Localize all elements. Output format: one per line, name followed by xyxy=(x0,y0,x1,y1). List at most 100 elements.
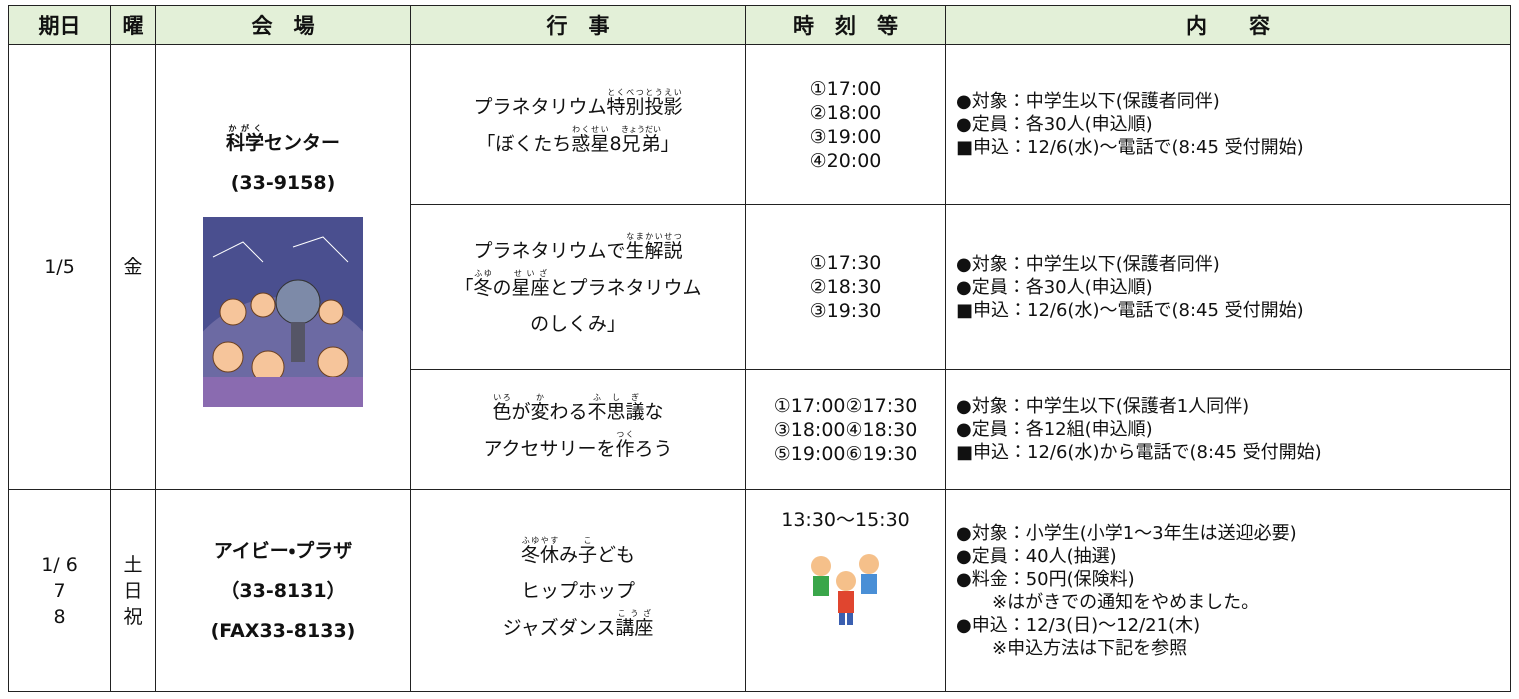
header-row: 期日曜会 場行 事時 刻 等内 容 xyxy=(8,5,1511,45)
text-line: アクセサリーを作つくろう xyxy=(411,430,745,467)
text: 「 xyxy=(454,277,474,299)
text-line: 13:30～15:30 xyxy=(781,509,910,531)
details-cell: ●対象：中学生以下(保護者同伴) ●定員：各30人(申込順) ■申込：12/6(水)… xyxy=(945,204,1511,370)
text-line: プラネタリウムで生なま解説かいせつ xyxy=(411,232,745,269)
ruby-base: 星座 xyxy=(511,277,550,299)
furigana: かがく xyxy=(225,123,264,133)
audience xyxy=(212,292,349,383)
table-row: プラネタリウムで生なま解説かいせつ 「冬ふゆの星座せいざとプラネタリウム のしくみ」… xyxy=(9,204,1511,370)
furigana: こ xyxy=(578,535,597,545)
text: ども xyxy=(597,543,636,566)
header-cell: 行 事 xyxy=(410,5,746,45)
text-line: ①17:00 xyxy=(809,77,882,100)
ruby-text: 生なま xyxy=(625,232,645,262)
header-cell: 内 容 xyxy=(945,5,1511,45)
event-cell: プラネタリウムで生なま解説かいせつ 「冬ふゆの星座せいざとプラネタリウム のしくみ」 xyxy=(410,204,746,370)
furigana: とうえい xyxy=(644,87,683,97)
furigana: ふゆ xyxy=(473,269,493,278)
ruby-base: 変 xyxy=(530,400,550,423)
text-line: 「ぼくたち惑星わくせい8兄弟きょうだい」 xyxy=(411,125,745,162)
constellation xyxy=(212,235,349,262)
date-cell: 1/ 6 7 8 xyxy=(8,489,111,692)
text-line: 「冬ふゆの星座せいざとプラネタリウム xyxy=(411,269,745,306)
ruby-text: 星座せいざ xyxy=(511,269,550,299)
text-line: ■申込：12/6(水)から電話で(8:45 受付開始) xyxy=(956,442,1322,463)
ruby-base: 解説 xyxy=(644,240,683,262)
furigana: わくせい xyxy=(571,124,610,134)
ruby-base: 冬 xyxy=(473,277,493,299)
ruby-base: 不思議 xyxy=(587,400,645,423)
text: ジャズダンス xyxy=(502,616,616,639)
text-line: 1/5 xyxy=(44,256,75,278)
ruby-base: 科学 xyxy=(225,131,264,154)
text-line: (33-9158) xyxy=(156,163,410,203)
date-cell: 1/5 xyxy=(8,44,111,490)
text: センター xyxy=(264,131,341,154)
kids xyxy=(810,554,879,625)
ruby-text: 不思議ふしぎ xyxy=(587,393,645,423)
furigana: ふしぎ xyxy=(587,392,645,402)
details-cell: ●対象：小学生(小学1～3年生は送迎必要) ●定員：40人(抽選) ●料金：50円(… xyxy=(945,489,1511,692)
ruby-base: 投影 xyxy=(644,95,683,118)
text-line: ■申込：12/6(水)～電話で(8:45 受付開始) xyxy=(956,299,1304,321)
text-line: 1/ 6 xyxy=(41,553,78,576)
ruby-text: 解説かいせつ xyxy=(644,232,683,262)
text-line: ③19:30 xyxy=(809,300,882,322)
furigana: とくべつ xyxy=(606,87,645,97)
text: アイビー・プラザ xyxy=(213,539,353,562)
text-line: ①17:30 xyxy=(809,252,882,274)
text-line: ヒップホップ xyxy=(411,573,745,609)
text: ろう xyxy=(634,437,673,460)
venue-cell: 科学かがくセンター (33-9158) xyxy=(155,44,411,517)
ruby-base: 作 xyxy=(615,437,635,460)
text-line: ②18:00 xyxy=(809,101,882,124)
text-line: 祝 xyxy=(123,605,143,628)
text-line: アイビー・プラザ xyxy=(156,531,410,571)
projector-stand xyxy=(291,321,305,362)
furigana: せいざ xyxy=(511,269,550,278)
text-line: 土 xyxy=(123,553,143,576)
ruby-text: 科学かがく xyxy=(225,124,264,154)
text-line: 7 xyxy=(53,579,66,602)
text-line: 科学かがくセンター xyxy=(156,123,410,163)
time-cell: 13:30～15:30 xyxy=(745,489,946,692)
ruby-text: 子こ xyxy=(578,536,597,566)
weekday-cell: 土日祝 xyxy=(110,489,156,692)
text-line: ●定員：各12組(申込順) xyxy=(956,419,1153,440)
ruby-base: 色 xyxy=(492,400,512,423)
text-line: ※はがきでの通知をやめました。 xyxy=(956,591,1260,613)
text: プラネタリウム xyxy=(473,95,607,118)
furigana: なま xyxy=(625,232,645,241)
ruby-text: 投影とうえい xyxy=(644,88,683,118)
text: （33-8131） xyxy=(220,579,346,602)
text-line: ●定員：40人(抽選) xyxy=(956,545,1117,567)
ruby-text: 惑星わくせい xyxy=(571,125,609,155)
text-line: ●定員：各30人(申込順) xyxy=(956,114,1153,135)
event-cell: 冬休ふゆやすみ子こども ヒップホップ ジャズダンス講座こうざ xyxy=(410,489,746,692)
furigana: いろ xyxy=(492,392,512,402)
time-cell: ①17:30 ②18:30 ③19:30 xyxy=(745,204,946,370)
text-line: ●対象：中学生以下(保護者同伴) xyxy=(956,253,1220,275)
text: が xyxy=(511,400,531,423)
ruby-text: 冬ふゆ xyxy=(473,269,493,299)
ruby-base: 冬休 xyxy=(520,543,559,566)
text-line: ジャズダンス講座こうざ xyxy=(411,609,745,646)
text: の xyxy=(492,277,512,299)
ruby-base: 生 xyxy=(625,240,645,262)
ruby-base: 特別 xyxy=(606,95,645,118)
ruby-text: 色いろ xyxy=(492,393,512,423)
text-line: ●料金：50円(保険料) xyxy=(956,568,1135,590)
details-cell: ●対象：中学生以下(保護者1人同伴) ●定員：各12組(申込順) ■申込：12/6(… xyxy=(945,369,1511,490)
header-cell: 会 場 xyxy=(155,5,411,45)
text: プラネタリウムで xyxy=(473,240,626,262)
venue-cell: アイビー・プラザ （33-8131） (FAX33-8133) xyxy=(155,489,411,692)
dancing-kids-illustration xyxy=(810,554,879,625)
text-line: 日 xyxy=(123,579,143,602)
text: 」 xyxy=(660,132,680,155)
header-cell: 期日 xyxy=(8,5,111,45)
text: な xyxy=(644,400,664,423)
furigana: か xyxy=(530,392,550,402)
header-cell: 曜 xyxy=(110,5,156,45)
text-line: (FAX33-8133) xyxy=(156,611,410,651)
